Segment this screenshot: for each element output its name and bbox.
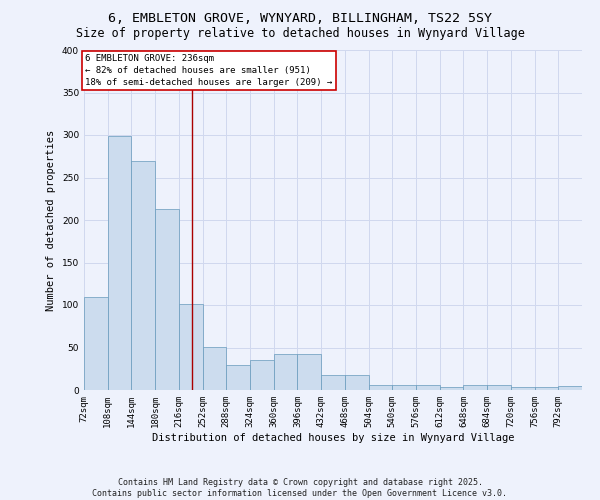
Text: Size of property relative to detached houses in Wynyard Village: Size of property relative to detached ho…: [76, 28, 524, 40]
Text: 6, EMBLETON GROVE, WYNYARD, BILLINGHAM, TS22 5SY: 6, EMBLETON GROVE, WYNYARD, BILLINGHAM, …: [108, 12, 492, 26]
Bar: [463, 385, 487, 390]
Bar: [345, 374, 368, 390]
X-axis label: Distribution of detached houses by size in Wynyard Village: Distribution of detached houses by size …: [152, 432, 514, 442]
Bar: [440, 388, 463, 390]
Bar: [368, 385, 392, 390]
Bar: [487, 385, 511, 390]
Y-axis label: Number of detached properties: Number of detached properties: [46, 130, 56, 310]
Bar: [108, 136, 131, 390]
Bar: [416, 385, 440, 390]
Bar: [511, 388, 535, 390]
Bar: [203, 346, 226, 390]
Bar: [321, 374, 345, 390]
Bar: [131, 160, 155, 390]
Text: 6 EMBLETON GROVE: 236sqm
← 82% of detached houses are smaller (951)
18% of semi-: 6 EMBLETON GROVE: 236sqm ← 82% of detach…: [85, 54, 332, 87]
Bar: [84, 296, 108, 390]
Text: Contains HM Land Registry data © Crown copyright and database right 2025.
Contai: Contains HM Land Registry data © Crown c…: [92, 478, 508, 498]
Bar: [274, 354, 298, 390]
Bar: [179, 304, 203, 390]
Bar: [226, 364, 250, 390]
Bar: [250, 360, 274, 390]
Bar: [298, 354, 321, 390]
Bar: [535, 388, 558, 390]
Bar: [558, 386, 582, 390]
Bar: [392, 385, 416, 390]
Bar: [155, 209, 179, 390]
